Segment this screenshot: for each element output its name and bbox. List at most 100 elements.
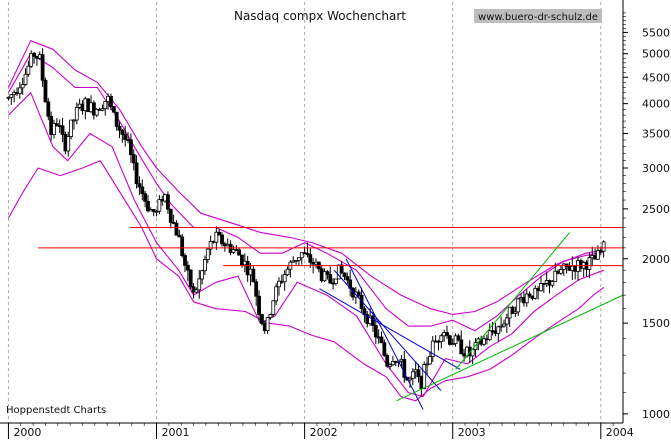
candle-body xyxy=(111,106,116,113)
bollinger-lower-inner xyxy=(8,92,604,398)
candle-body xyxy=(502,323,506,327)
candle-body xyxy=(274,286,279,302)
candle-body xyxy=(237,249,242,256)
uptrend-line xyxy=(455,232,571,370)
y-tick-label: 5000 xyxy=(642,48,670,61)
candle-body xyxy=(450,343,455,346)
candle-body xyxy=(200,270,204,280)
candle-body xyxy=(425,363,429,366)
candle-body xyxy=(356,291,361,296)
candle-body xyxy=(294,259,298,262)
x-tick-label: 2000 xyxy=(13,426,41,439)
candle-body xyxy=(339,264,344,274)
candle-body xyxy=(504,317,509,325)
candle-body xyxy=(459,339,464,355)
candle-body xyxy=(185,264,190,271)
candle-body xyxy=(533,287,538,299)
candle-body xyxy=(103,101,108,110)
downtrend-line xyxy=(319,288,461,370)
candle-body xyxy=(428,356,432,365)
y-tick-label: 2000 xyxy=(642,253,670,266)
candle-body xyxy=(553,270,558,282)
candle-body xyxy=(516,298,521,313)
y-tick-label: 3500 xyxy=(642,128,670,141)
candle-body xyxy=(410,371,415,379)
candle-body xyxy=(430,340,435,357)
candle-body xyxy=(285,268,290,276)
candle-body xyxy=(379,336,384,344)
candle-body xyxy=(100,108,105,111)
candle-body xyxy=(254,281,259,297)
y-tick-label: 1500 xyxy=(642,317,670,330)
candle-body xyxy=(43,79,48,103)
candle-body xyxy=(513,311,518,314)
candle-body xyxy=(69,119,73,137)
candle-body xyxy=(385,355,390,367)
candle-body xyxy=(408,377,412,381)
source-url: www.buero-dr-schulz.de xyxy=(478,12,598,23)
candle-body xyxy=(345,276,350,281)
downtrend-line xyxy=(345,258,424,410)
candle-body xyxy=(527,293,532,297)
candle-body xyxy=(277,280,281,288)
x-tick-label: 2001 xyxy=(162,426,190,439)
candle-body xyxy=(228,243,233,253)
candle-body xyxy=(550,281,555,286)
candle-body xyxy=(422,364,427,389)
candle-body xyxy=(123,133,128,141)
resistance-lines-layer xyxy=(38,226,623,267)
candle-body xyxy=(9,94,14,98)
candle-body xyxy=(299,252,304,259)
candle-body xyxy=(157,199,162,212)
candle-body xyxy=(322,271,327,282)
chart-title: Nasdaq compx Wochenchart xyxy=(234,9,406,23)
candle-body xyxy=(72,119,76,122)
candle-body xyxy=(131,154,136,164)
candle-body xyxy=(26,65,31,75)
candle-body xyxy=(166,194,170,210)
candle-body xyxy=(257,295,261,315)
x-tick-label: 2004 xyxy=(606,426,634,439)
trendlines-layer xyxy=(319,232,624,410)
candle-body xyxy=(151,209,156,212)
candle-body xyxy=(371,315,375,326)
y-axis-ticks: 1000 1500 2000 2500 3000 3500 4000 4500 5000 5500 xyxy=(623,12,670,421)
candle-body xyxy=(328,274,333,284)
candle-body xyxy=(168,208,173,223)
candle-body xyxy=(282,274,287,283)
y-tick-label: 1000 xyxy=(642,408,670,421)
candle-body xyxy=(456,335,461,341)
candle-body xyxy=(305,252,310,256)
candle-body xyxy=(510,306,515,314)
candle-body xyxy=(120,129,125,135)
candle-layer xyxy=(6,48,606,397)
y-tick-label: 3000 xyxy=(642,162,670,175)
candle-body xyxy=(308,254,313,263)
candle-body xyxy=(245,260,250,276)
y-tick-label: 4000 xyxy=(642,98,670,111)
candle-body xyxy=(259,314,264,324)
candle-body xyxy=(46,101,51,117)
candle-body xyxy=(203,259,207,272)
candle-body xyxy=(146,200,150,212)
candle-body xyxy=(297,257,301,261)
y-tick-label: 2500 xyxy=(642,203,670,216)
bollinger-lower-outer xyxy=(7,160,605,402)
candle-body xyxy=(91,102,96,116)
candle-body xyxy=(382,342,387,356)
candle-body xyxy=(220,234,224,245)
candle-body xyxy=(416,369,421,378)
candle-body xyxy=(587,257,592,270)
candle-body xyxy=(482,338,486,345)
candle-body xyxy=(439,335,444,342)
candle-body xyxy=(54,123,59,127)
candle-body xyxy=(402,358,407,378)
candle-body xyxy=(29,52,34,67)
candle-body xyxy=(174,222,179,236)
candle-body xyxy=(52,123,56,135)
candle-body xyxy=(214,231,219,243)
candle-body xyxy=(94,109,99,116)
candle-body xyxy=(128,139,133,156)
